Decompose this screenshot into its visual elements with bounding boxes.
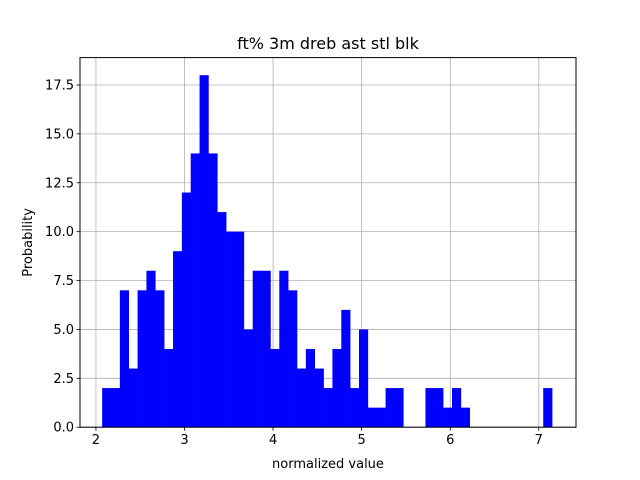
histogram-bar: [137, 290, 147, 428]
histogram-bar: [217, 212, 227, 428]
histogram-bar: [235, 231, 245, 428]
x-axis-label: normalized value: [272, 457, 384, 472]
histogram-bar: [376, 407, 386, 428]
histogram-bar: [270, 348, 280, 428]
histogram-bar: [173, 251, 183, 428]
histogram-bar: [252, 270, 262, 428]
y-tick-label: 5.0: [53, 323, 74, 338]
histogram-bar: [543, 388, 553, 428]
y-axis-ticks: 0.0 2.5 5.0 7.5 10.0 12.5 15.0 17.5: [45, 78, 80, 436]
chart-title: ft% 3m dreb ast stl blk: [237, 34, 419, 53]
histogram-bar: [261, 270, 271, 428]
histogram-bar: [314, 368, 324, 428]
histogram-bar: [305, 348, 316, 428]
histogram-bar: [111, 388, 121, 428]
histogram-bar: [243, 329, 254, 428]
histogram-bar: [128, 368, 138, 428]
plot-frame: [79, 57, 577, 428]
y-tick-label: 17.5: [45, 78, 74, 93]
histogram-bar: [146, 270, 156, 428]
y-tick-label: 12.5: [45, 176, 74, 191]
histogram-bar: [119, 290, 130, 428]
x-tick-label: 4: [269, 433, 277, 448]
histogram-bar: [181, 192, 192, 428]
x-axis-ticks: 2 3 4 5 6 7: [92, 427, 543, 448]
x-tick-label: 7: [535, 433, 543, 448]
y-axis-label: Probability: [21, 208, 36, 277]
y-tick-label: 7.5: [53, 274, 74, 289]
histogram-bar: [155, 290, 165, 428]
histogram-bars: [102, 75, 553, 428]
histogram-bar: [460, 407, 471, 428]
histogram-bar: [332, 348, 342, 428]
histogram-bar: [199, 75, 209, 428]
histogram-bar: [385, 388, 395, 428]
histogram-bar: [190, 153, 200, 428]
histogram-bar: [434, 388, 444, 428]
y-tick-label: 10.0: [45, 225, 74, 240]
histogram-bar: [323, 388, 333, 428]
histogram-bar: [367, 407, 378, 428]
histogram-bar: [341, 309, 351, 428]
x-tick-label: 5: [358, 433, 366, 448]
histogram-bar: [394, 388, 404, 428]
y-tick-label: 15.0: [45, 127, 74, 142]
histogram-bar: [425, 388, 435, 428]
histogram-bar: [359, 329, 369, 428]
histogram-bar: [164, 348, 174, 428]
y-tick-label: 2.5: [53, 372, 74, 387]
x-tick-label: 3: [180, 433, 188, 448]
histogram-bar: [226, 231, 236, 428]
histogram-bar: [452, 388, 462, 428]
y-tick-label: 0.0: [53, 421, 74, 436]
histogram-bar: [102, 388, 112, 428]
histogram-bar: [297, 368, 307, 428]
histogram-bar: [350, 388, 360, 428]
histogram-bar: [208, 153, 218, 428]
histogram-bar: [279, 270, 289, 428]
histogram-bar: [288, 290, 298, 428]
x-tick-label: 6: [446, 433, 454, 448]
x-tick-label: 2: [92, 433, 100, 448]
histogram-bar: [443, 407, 453, 428]
